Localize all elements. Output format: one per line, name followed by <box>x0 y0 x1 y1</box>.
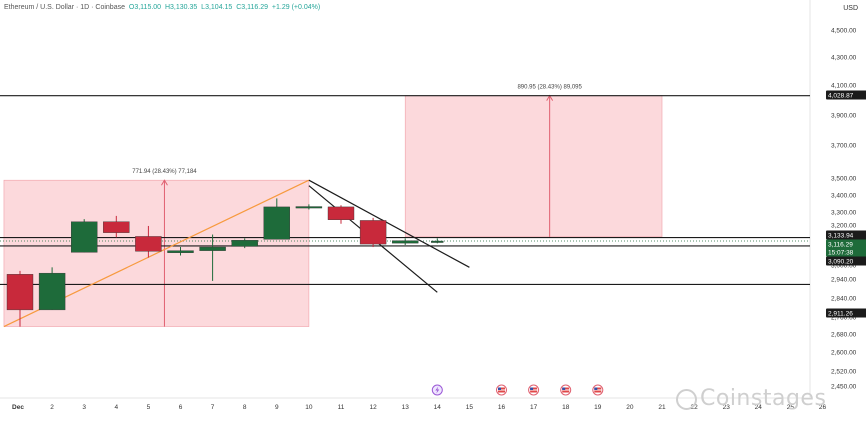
price-tick-label: 2,520.00 <box>831 369 857 376</box>
price-tag-label: 15:07:38 <box>828 250 854 257</box>
price-tag-label: 3,090.20 <box>828 259 854 266</box>
price-tick-label: 2,450.00 <box>831 384 857 391</box>
date-tick-label: 12 <box>369 404 377 411</box>
ohlc-header: Ethereum / U.S. Dollar · 1D · Coinbase O… <box>4 4 320 11</box>
price-tick-label: 3,900.00 <box>831 113 857 120</box>
high-value: H3,130.35 <box>164 4 198 11</box>
currency-label[interactable]: USD <box>843 5 858 12</box>
change-value: +1.29 (+0.04%) <box>271 4 321 11</box>
candle-body-1 <box>38 272 66 311</box>
date-tick-label: 15 <box>466 404 474 411</box>
date-tick-label: 17 <box>530 404 538 411</box>
price-tick-label: 3,200.00 <box>831 223 857 230</box>
flag-stripe-white <box>498 389 505 391</box>
candle-body-2 <box>70 221 98 253</box>
measure-label-0: 771.94 (28.43%) 77,184 <box>132 169 197 175</box>
price-tag-label: 3,133.94 <box>828 233 854 240</box>
candle-body-8 <box>263 206 290 240</box>
candle-body-6 <box>199 246 226 251</box>
price-tick-label: 4,500.00 <box>831 28 857 35</box>
watermark: Coinstages <box>700 386 827 411</box>
price-tick-label: 3,700.00 <box>831 143 857 150</box>
date-tick-label: 9 <box>275 404 279 411</box>
price-tag-bg <box>826 90 866 100</box>
date-tick-label: 25 <box>787 404 795 411</box>
price-tag-label: 4,028.87 <box>828 93 854 100</box>
price-tick-label: 3,500.00 <box>831 176 857 183</box>
price-tag-bg <box>826 308 866 318</box>
flag-canton <box>562 387 566 390</box>
date-tick-label: 16 <box>498 404 506 411</box>
date-tick-label: 3 <box>82 404 86 411</box>
watermark-logo-icon <box>676 389 697 410</box>
date-tick-label: 6 <box>179 404 183 411</box>
date-tick-label: 23 <box>723 404 731 411</box>
price-tag-bg <box>826 239 866 249</box>
date-tick-label: 20 <box>626 404 634 411</box>
candle-body-9 <box>295 206 323 209</box>
candle-body-10 <box>327 206 355 220</box>
date-tick-label: 11 <box>338 404 345 411</box>
price-tick-label: 2,840.00 <box>831 296 857 303</box>
price-tag-label: 2,911.26 <box>828 311 853 318</box>
candle-body-0 <box>6 274 34 311</box>
symbol-label: Ethereum / U.S. Dollar · 1D · Coinbase <box>4 4 125 11</box>
candle-body-3 <box>103 221 130 233</box>
date-tick-label: 8 <box>243 404 247 411</box>
price-tick-label: 4,100.00 <box>831 83 857 90</box>
flag-stripe-white <box>562 389 570 391</box>
date-tick-label: 10 <box>305 404 313 411</box>
candle-body-12 <box>392 240 419 244</box>
flag-stripe-white <box>594 389 602 391</box>
lightning-bolt <box>435 386 440 394</box>
price-tag-bg <box>826 247 866 257</box>
flag-stripe-white <box>530 389 538 391</box>
trendline-1 <box>308 179 470 268</box>
candle-body-5 <box>167 250 194 253</box>
date-tick-label: 14 <box>434 404 442 411</box>
candle-body-13 <box>431 240 444 243</box>
low-value: L3,104.15 <box>201 4 233 11</box>
price-tag-label: 3,116.29 <box>828 242 853 249</box>
candle-body-4 <box>135 236 162 252</box>
price-tick-label: 2,600.00 <box>831 350 857 357</box>
date-tick-label: 2 <box>50 404 54 411</box>
close-value: C3,116.29 <box>236 4 269 11</box>
price-tick-label: 3,300.00 <box>831 210 857 217</box>
candle-body-11 <box>359 220 387 245</box>
open-value: O3,115.00 <box>128 4 162 11</box>
price-tick-label: 3,400.00 <box>831 193 857 200</box>
price-tick-label: 4,300.00 <box>831 55 857 62</box>
date-tick-label: 21 <box>658 404 666 411</box>
price-tick-label: 3,000.00 <box>831 263 857 270</box>
measure-label-1: 890.95 (28.43%) 89,095 <box>517 85 582 91</box>
date-tick-label: 22 <box>690 404 698 411</box>
price-tag-bg <box>826 256 866 266</box>
date-tick-label: 24 <box>755 404 763 411</box>
candle-body-7 <box>231 240 258 247</box>
date-tick-label: 18 <box>562 404 570 411</box>
flag-canton <box>594 387 598 390</box>
price-tick-label: 2,760.00 <box>831 315 857 322</box>
measure-box-1 <box>404 95 663 238</box>
flag-canton <box>498 387 501 390</box>
price-tick-label: 2,940.00 <box>831 277 857 284</box>
date-tick-label: 5 <box>147 404 151 411</box>
date-tick-label: 7 <box>211 404 215 411</box>
flag-canton <box>530 387 534 390</box>
date-tick-label: 4 <box>114 404 118 411</box>
date-tick-label: 19 <box>594 404 602 411</box>
date-tick-label: 26 <box>819 404 827 411</box>
date-tick-label: Dec <box>12 404 24 411</box>
price-tick-label: 2,680.00 <box>831 332 857 339</box>
date-tick-label: 13 <box>402 404 410 411</box>
measure-arrowhead-0 <box>161 179 168 186</box>
price-tag-bg <box>826 230 866 240</box>
